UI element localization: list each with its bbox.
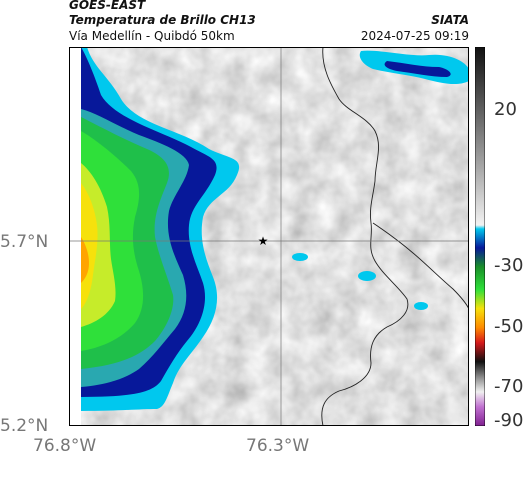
product-title: Temperatura de Brillo CH13	[69, 13, 256, 27]
satellite-map: ★	[69, 47, 469, 426]
colorbar-tick-20: 20	[494, 99, 517, 120]
region-subtitle: Vía Medellín - Quibdó 50km	[69, 29, 235, 43]
satellite-title: GOES-EAST	[69, 0, 146, 12]
colorbar-tick-neg90: -90	[494, 410, 524, 431]
datetime-label: 2024-07-25 09:19	[360, 29, 469, 43]
colorbar-tick-neg30: -30	[494, 255, 524, 276]
source-label: SIATA	[431, 13, 469, 27]
star-marker: ★	[258, 234, 269, 248]
colorbar-tick-neg70: -70	[494, 376, 524, 397]
map-frame	[69, 47, 469, 426]
convective-cloud	[81, 47, 240, 411]
colorbar	[475, 47, 485, 426]
colorbar-tick-neg50: -50	[494, 316, 524, 337]
lat-label-5-2: 5.2°N	[0, 416, 49, 436]
lon-label-76-8: 76.8°W	[33, 436, 97, 456]
lat-label-5-7: 5.7°N	[0, 232, 49, 252]
cold-cloud-patches	[292, 50, 469, 310]
lon-label-76-3: 76.3°W	[246, 436, 310, 456]
river-lines	[321, 47, 469, 426]
